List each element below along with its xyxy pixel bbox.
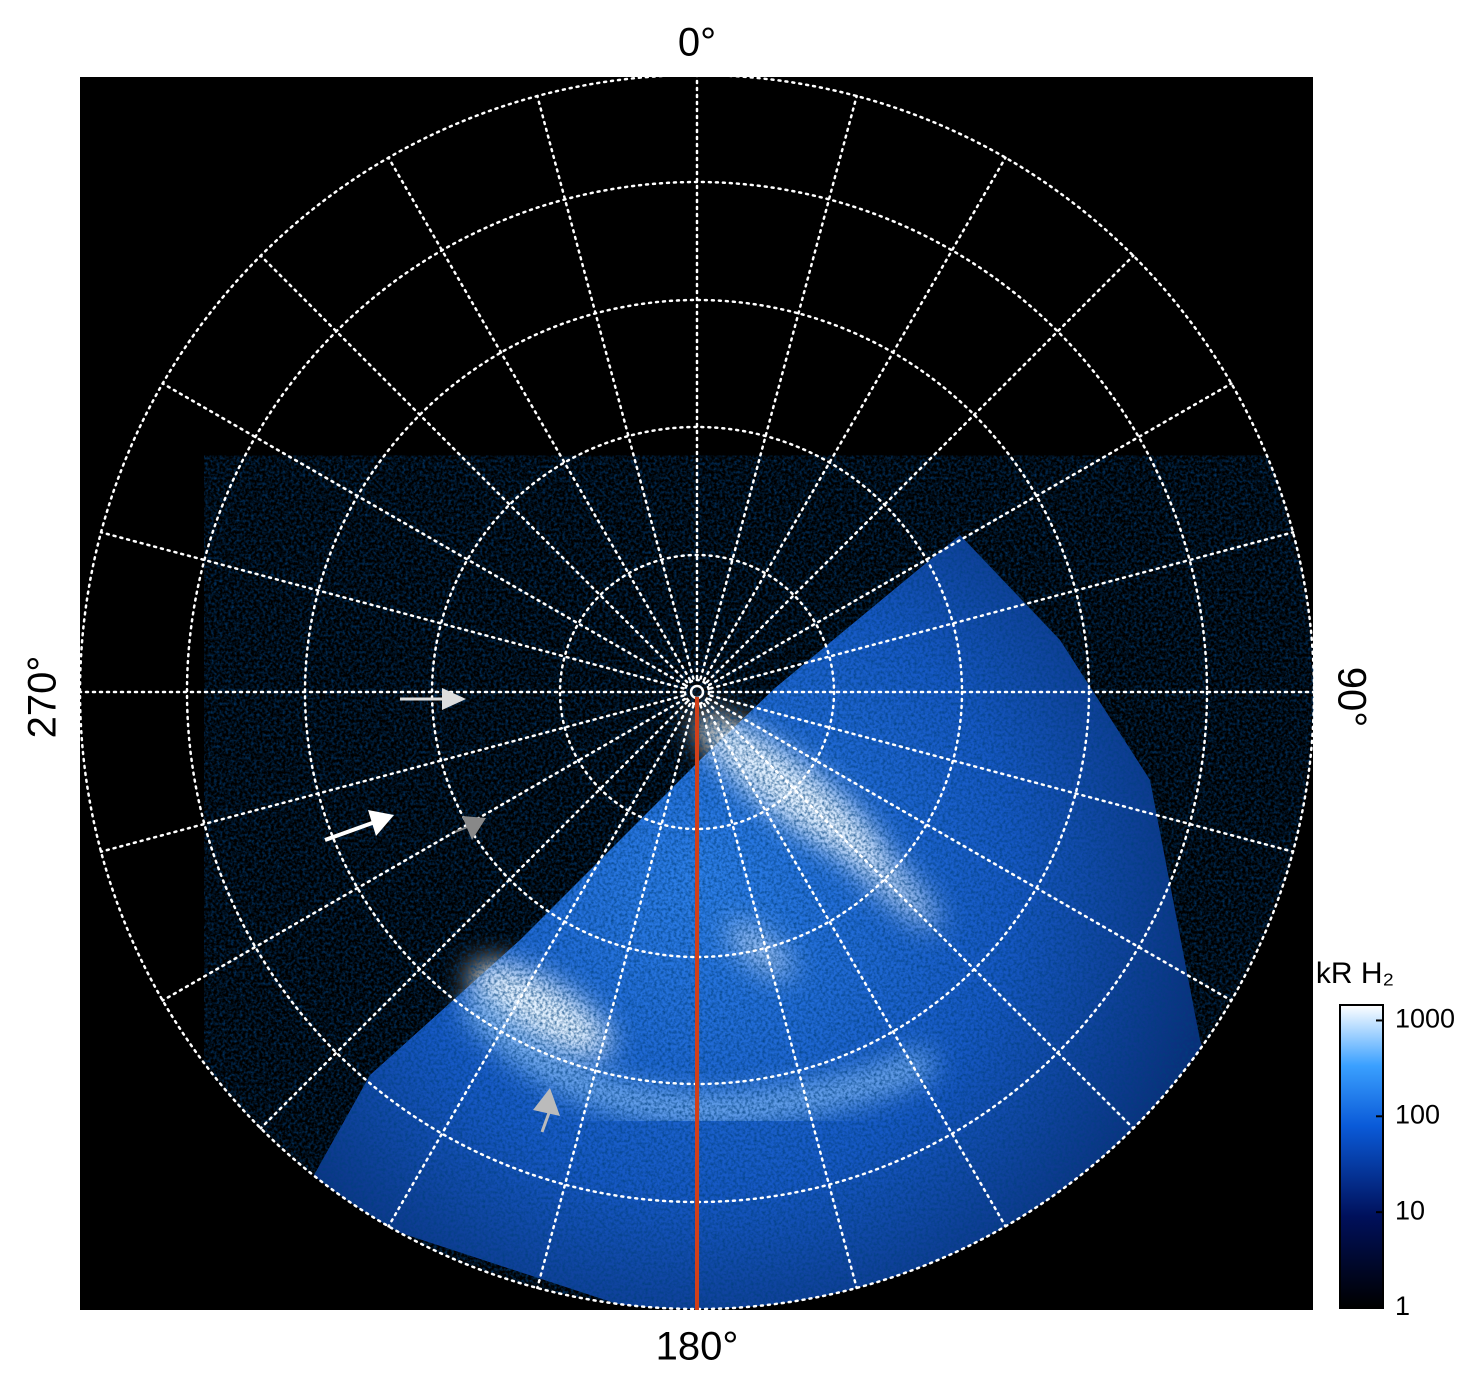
grid-spoke — [536, 704, 695, 1290]
colorbar-tick-label: 100 — [1395, 1099, 1440, 1129]
grid-spoke — [705, 700, 1135, 1130]
grid-spoke — [699, 704, 858, 1290]
arrows — [324, 688, 560, 1133]
grid-spoke — [707, 697, 1233, 1002]
theta-tick-label: 270° — [21, 656, 65, 739]
colorbar-tick-label: 1 — [1395, 1291, 1410, 1321]
colorbar-tick-label: 1000 — [1395, 1004, 1455, 1034]
grid-spoke — [699, 94, 858, 680]
grid-spoke — [387, 156, 692, 682]
grid-spoke — [705, 254, 1135, 684]
grid-circle — [558, 553, 836, 831]
grid-spoke — [709, 531, 1295, 690]
grid-spoke — [387, 702, 692, 1228]
grid-spoke — [707, 382, 1233, 687]
colorbar-title: kR H₂ — [1316, 957, 1394, 990]
polar-grid — [78, 73, 1316, 1311]
grid-spoke — [161, 697, 687, 1002]
theta-tick-label: 0° — [678, 21, 716, 65]
colorbar-tick-label: 10 — [1395, 1195, 1425, 1225]
theta-tick-label: 90° — [1329, 667, 1373, 728]
colorbar — [1339, 1004, 1384, 1309]
grid-spoke — [259, 700, 689, 1130]
grid-spoke — [99, 694, 685, 853]
grid-spoke — [259, 254, 689, 684]
grid-spoke — [161, 382, 687, 687]
aurora-image — [300, 535, 1260, 1309]
grid-circle — [683, 678, 711, 706]
grid-spoke — [99, 531, 685, 690]
grid-spoke — [536, 94, 695, 680]
grid-spoke — [709, 694, 1295, 853]
grid-spoke — [702, 702, 1007, 1228]
grid-spoke — [702, 156, 1007, 682]
theta-tick-label: 180° — [656, 1325, 739, 1369]
